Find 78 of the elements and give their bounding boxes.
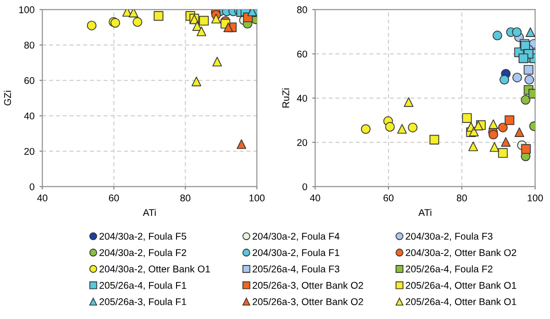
- point: [408, 122, 418, 132]
- point: [196, 26, 206, 36]
- point: [524, 64, 534, 75]
- point: [518, 53, 528, 64]
- point: [404, 97, 414, 107]
- point: [199, 16, 209, 26]
- point: [526, 27, 536, 37]
- legend-label: 205/26a-4, Foula F2: [406, 265, 492, 274]
- point: [474, 120, 484, 130]
- legend-label: 204/30a-2, Foula F3: [406, 232, 492, 241]
- x-tick-label: 40: [37, 194, 48, 202]
- point: [468, 142, 478, 152]
- point: [469, 126, 479, 136]
- point: [500, 74, 510, 85]
- point: [236, 139, 246, 149]
- x-axis-title: ATi: [418, 208, 432, 216]
- x-tick-label: 80: [180, 194, 190, 202]
- y-tick-label: 100: [19, 6, 34, 14]
- point: [192, 76, 202, 86]
- legend-label: 204/30a-2, Foula F5: [100, 232, 186, 241]
- point: [488, 119, 498, 130]
- point: [86, 20, 96, 30]
- y-axis-title: GZi: [4, 90, 12, 106]
- x-tick-label: 60: [384, 194, 394, 202]
- legend-label: 204/30a-2, Otter Bank O2: [406, 248, 516, 258]
- point: [521, 144, 531, 154]
- point: [490, 142, 500, 152]
- y-tick-label: 80: [297, 6, 308, 14]
- point: [223, 22, 234, 32]
- legend-label: 204/30a-2, Foula F2: [100, 248, 186, 258]
- point: [492, 30, 502, 40]
- point: [192, 21, 202, 31]
- y-tick-label: 0: [30, 183, 34, 190]
- point: [520, 95, 530, 105]
- y-tick-label: 60: [24, 77, 34, 84]
- x-tick-label: 100: [528, 194, 543, 202]
- point: [430, 134, 440, 145]
- legend-label: 205/26a-3, Otter Bank O2: [252, 282, 364, 290]
- legend-label: 205/26a-4, Foula F3: [252, 265, 340, 274]
- point: [501, 137, 511, 147]
- point: [397, 124, 407, 134]
- point: [212, 56, 222, 66]
- point: [512, 72, 522, 82]
- point: [498, 122, 508, 132]
- legend-label: 204/30a-2, Foula F4: [252, 232, 340, 241]
- y-tick-label: 20: [297, 139, 308, 146]
- legend-label: 205/26a-3, Otter Bank O2: [252, 298, 364, 306]
- legend-label: 205/26a-4, Otter Bank O1: [406, 282, 516, 290]
- legend-label: 204/30a-2, Foula F1: [252, 248, 340, 258]
- point: [132, 17, 142, 27]
- x-tick-label: 80: [456, 194, 467, 202]
- y-tick-label: 40: [296, 94, 308, 102]
- y-tick-label: 80: [24, 42, 34, 49]
- y-tick-label: 40: [24, 112, 34, 120]
- y-tick-label: 0: [302, 183, 308, 190]
- point: [211, 14, 221, 24]
- x-tick-label: 100: [249, 194, 265, 202]
- point: [498, 148, 508, 158]
- x-tick-label: 40: [310, 194, 320, 202]
- y-tick-label: 60: [297, 50, 308, 58]
- y-tick-label: 20: [24, 148, 34, 155]
- legend-label: 205/26a-4, Foula F1: [100, 282, 186, 290]
- point: [462, 113, 472, 123]
- x-tick-label: 60: [108, 194, 119, 202]
- point: [512, 27, 522, 37]
- point: [524, 74, 534, 85]
- point: [514, 127, 524, 137]
- point: [154, 11, 164, 21]
- legend-label: 204/30a-2, Otter Bank O1: [100, 265, 210, 274]
- x-axis-title: ATi: [142, 208, 156, 216]
- y-axis-title: RuZi: [282, 88, 290, 108]
- legend-label: 205/26a-4, Otter Bank O1: [406, 298, 516, 306]
- legend-label: 205/26a-3, Foula F1: [100, 298, 186, 306]
- point: [504, 115, 514, 126]
- point: [360, 124, 371, 134]
- point: [128, 10, 138, 18]
- point: [385, 122, 395, 132]
- point: [488, 130, 498, 140]
